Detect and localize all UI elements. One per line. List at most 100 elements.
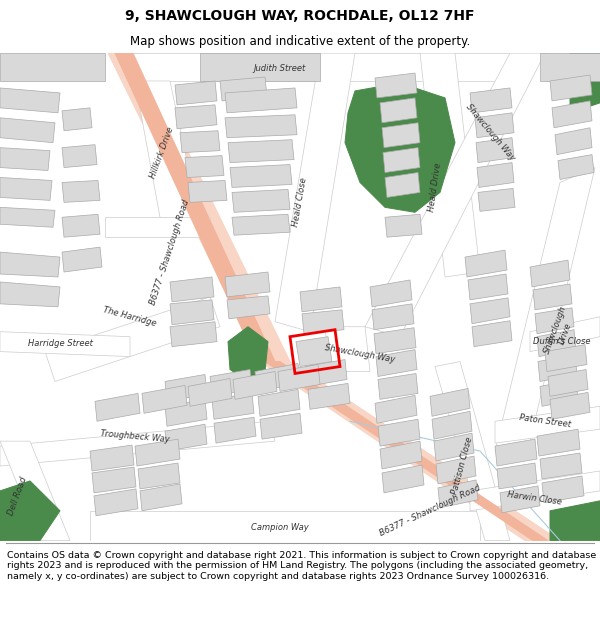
Polygon shape xyxy=(210,369,252,396)
Polygon shape xyxy=(214,418,256,443)
Polygon shape xyxy=(260,413,302,439)
Text: Map shows position and indicative extent of the property.: Map shows position and indicative extent… xyxy=(130,35,470,48)
Polygon shape xyxy=(227,296,270,319)
Polygon shape xyxy=(0,177,52,201)
Polygon shape xyxy=(538,354,577,381)
Polygon shape xyxy=(115,53,275,361)
Polygon shape xyxy=(90,511,480,541)
Polygon shape xyxy=(537,429,580,456)
Polygon shape xyxy=(475,113,514,138)
Polygon shape xyxy=(468,274,508,300)
Polygon shape xyxy=(555,127,592,154)
Polygon shape xyxy=(478,188,515,211)
Polygon shape xyxy=(92,467,136,493)
Polygon shape xyxy=(225,88,297,113)
Text: Paton Street: Paton Street xyxy=(518,413,571,429)
Polygon shape xyxy=(380,441,422,469)
Polygon shape xyxy=(225,272,270,297)
Polygon shape xyxy=(165,399,207,426)
Polygon shape xyxy=(62,108,92,131)
Text: Contains OS data © Crown copyright and database right 2021. This information is : Contains OS data © Crown copyright and d… xyxy=(7,551,596,581)
Polygon shape xyxy=(378,374,418,399)
Polygon shape xyxy=(434,433,474,461)
Polygon shape xyxy=(435,361,510,541)
Text: 9, SHAWCLOUGH WAY, ROCHDALE, OL12 7HF: 9, SHAWCLOUGH WAY, ROCHDALE, OL12 7HF xyxy=(125,9,475,23)
Polygon shape xyxy=(200,53,320,81)
Polygon shape xyxy=(370,280,412,307)
Polygon shape xyxy=(308,383,350,409)
Polygon shape xyxy=(258,389,300,416)
Polygon shape xyxy=(376,349,417,376)
Polygon shape xyxy=(540,53,600,81)
Polygon shape xyxy=(105,217,210,237)
Polygon shape xyxy=(385,214,422,237)
Polygon shape xyxy=(375,73,417,98)
Polygon shape xyxy=(545,344,587,371)
Polygon shape xyxy=(374,328,416,354)
Polygon shape xyxy=(570,53,600,113)
Polygon shape xyxy=(542,476,584,503)
Polygon shape xyxy=(530,260,570,287)
Polygon shape xyxy=(382,465,424,493)
Polygon shape xyxy=(135,439,180,466)
Polygon shape xyxy=(180,131,220,152)
Polygon shape xyxy=(345,83,455,212)
Polygon shape xyxy=(325,327,370,371)
Polygon shape xyxy=(472,321,512,347)
Text: Shawclough Way: Shawclough Way xyxy=(324,343,396,364)
Polygon shape xyxy=(378,419,420,446)
Polygon shape xyxy=(552,101,592,127)
Polygon shape xyxy=(470,298,510,324)
Polygon shape xyxy=(558,154,594,179)
Polygon shape xyxy=(255,364,300,391)
Polygon shape xyxy=(436,456,476,484)
Polygon shape xyxy=(0,421,275,466)
Polygon shape xyxy=(140,484,182,511)
Text: B6377 - Shawclough Road: B6377 - Shawclough Road xyxy=(378,483,482,538)
Text: Duffin's Close: Duffin's Close xyxy=(533,337,591,346)
Polygon shape xyxy=(296,337,332,366)
Polygon shape xyxy=(383,148,420,173)
Polygon shape xyxy=(138,463,180,489)
Text: Judith Street: Judith Street xyxy=(254,64,306,72)
Polygon shape xyxy=(45,297,220,381)
Polygon shape xyxy=(165,424,207,451)
Polygon shape xyxy=(170,322,217,347)
Polygon shape xyxy=(0,481,60,541)
Polygon shape xyxy=(170,277,214,302)
Polygon shape xyxy=(212,393,254,419)
Text: Hillkirk Drive: Hillkirk Drive xyxy=(149,126,175,179)
Polygon shape xyxy=(540,379,578,406)
Polygon shape xyxy=(175,105,217,129)
Polygon shape xyxy=(548,369,588,396)
Polygon shape xyxy=(188,181,227,203)
Text: Campion Way: Campion Way xyxy=(251,523,309,532)
Polygon shape xyxy=(265,361,548,541)
Text: Shawclough
Drive: Shawclough Drive xyxy=(542,304,578,359)
Polygon shape xyxy=(0,332,130,357)
Polygon shape xyxy=(165,374,207,401)
Polygon shape xyxy=(0,441,70,541)
Text: B6377 - Shawclough Road: B6377 - Shawclough Road xyxy=(149,198,191,306)
Polygon shape xyxy=(0,148,50,171)
Polygon shape xyxy=(533,284,572,310)
Polygon shape xyxy=(438,480,478,508)
Polygon shape xyxy=(537,330,576,357)
Polygon shape xyxy=(95,393,140,421)
Polygon shape xyxy=(260,361,560,541)
Polygon shape xyxy=(232,189,290,213)
Polygon shape xyxy=(0,53,105,81)
Polygon shape xyxy=(477,162,514,188)
Polygon shape xyxy=(0,208,55,227)
Polygon shape xyxy=(476,138,514,162)
Polygon shape xyxy=(530,317,600,352)
Polygon shape xyxy=(188,379,232,406)
Polygon shape xyxy=(372,304,414,330)
Polygon shape xyxy=(380,98,417,122)
Polygon shape xyxy=(300,287,342,312)
Polygon shape xyxy=(302,310,344,334)
Polygon shape xyxy=(230,164,292,188)
Polygon shape xyxy=(185,156,224,178)
Polygon shape xyxy=(62,214,100,237)
Polygon shape xyxy=(375,396,417,423)
